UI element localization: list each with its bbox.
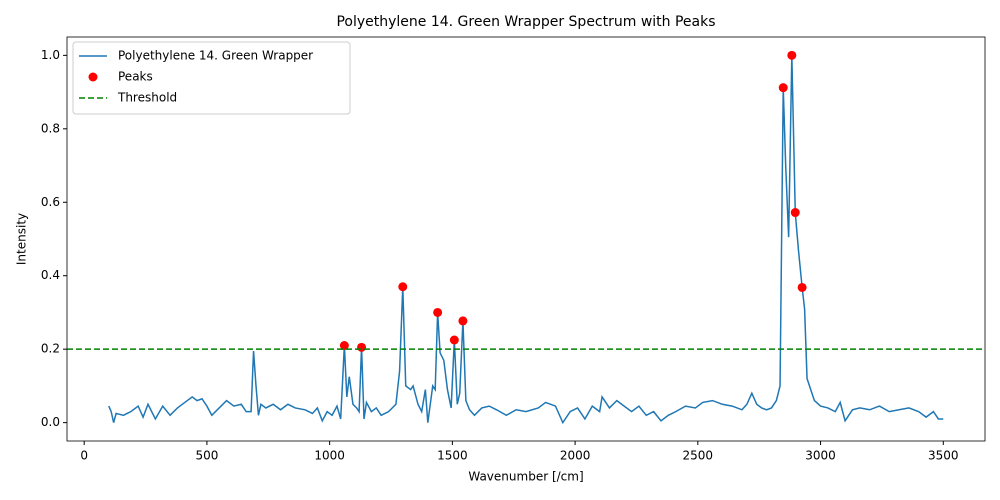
x-tick-label: 0 xyxy=(80,449,88,463)
legend-box xyxy=(72,41,351,115)
legend-label: Polyethylene 14. Green Wrapper xyxy=(118,49,313,63)
legend-label: Threshold xyxy=(117,91,177,105)
x-tick-label: 3000 xyxy=(805,449,836,463)
y-tick-label: 1.0 xyxy=(41,48,60,62)
x-tick-label: 1000 xyxy=(314,449,345,463)
peak-marker xyxy=(449,335,459,345)
peak-marker xyxy=(339,341,349,351)
peak-marker xyxy=(790,208,800,218)
legend-label: Peaks xyxy=(118,70,153,84)
y-tick-label: 0.4 xyxy=(41,268,60,282)
peak-marker xyxy=(458,316,468,326)
axes-frame xyxy=(66,36,986,442)
y-tick-label: 0.2 xyxy=(41,342,60,356)
x-tick-label: 3500 xyxy=(928,449,959,463)
peak-marker xyxy=(778,83,788,93)
peak-marker xyxy=(357,342,367,352)
legend-marker xyxy=(88,72,98,82)
y-tick-label: 0.8 xyxy=(41,121,60,135)
x-tick-label: 2500 xyxy=(683,449,714,463)
peak-marker xyxy=(398,282,408,292)
y-tick-label: 0.6 xyxy=(41,195,60,209)
x-tick-label: 500 xyxy=(195,449,218,463)
chart-title: Polyethylene 14. Green Wrapper Spectrum … xyxy=(336,14,715,30)
spectrum-line xyxy=(108,55,944,425)
peak-marker xyxy=(433,307,443,317)
y-axis-label: Intensity xyxy=(15,213,29,265)
peak-marker xyxy=(787,50,797,60)
x-tick-label: 2000 xyxy=(560,449,591,463)
x-tick-label: 1500 xyxy=(437,449,468,463)
y-tick-label: 0.0 xyxy=(41,415,60,429)
peak-marker xyxy=(797,282,807,292)
x-axis-label: Wavenumber [/cm] xyxy=(468,470,583,484)
